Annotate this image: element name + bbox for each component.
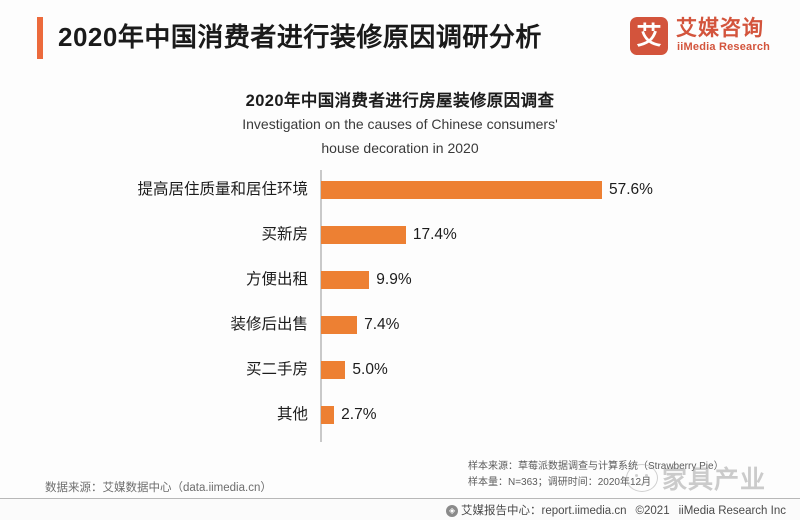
copyright-text: ©2021 — [635, 505, 670, 517]
header-accent-bar — [37, 17, 43, 59]
bottom-bar-content: ◈ 艾媒报告中心：report.iimedia.cn ©2021 iiMedia Re… — [446, 502, 786, 518]
chart-title: 2020年中国消费者进行房屋装修原因调查 — [245, 92, 555, 110]
bar-value-label: 57.6% — [609, 181, 653, 198]
bar-row: 其他 2.7% — [0, 403, 800, 427]
bar-category-label: 买二手房 — [245, 361, 308, 378]
bar-category-label: 方便出租 — [245, 271, 308, 288]
bar-value-label: 17.4% — [412, 226, 457, 243]
iimedia-logo: 艾 艾媒咨询 iiMedia Research — [630, 16, 778, 58]
bottom-bar: ◈ 艾媒报告中心：report.iimedia.cn ©2021 iiMedia Re… — [0, 499, 800, 520]
bar[interactable] — [321, 406, 335, 424]
bar-value-label: 5.0% — [352, 361, 388, 378]
bar[interactable] — [321, 316, 358, 334]
bar[interactable] — [321, 361, 346, 379]
logo-name-cn: 艾媒咨询 — [676, 17, 764, 40]
bar[interactable] — [321, 271, 370, 289]
y-axis-line — [320, 170, 322, 442]
sample-size-text: 样本量：N=363；调研时间：2020年12月 — [468, 477, 652, 488]
bar-category-label: 装修后出售 — [230, 316, 308, 333]
bar-category-label: 提高居住质量和居住环境 — [137, 181, 308, 198]
chart-subtitle-line-1: Investigation on the causes of Chinese c… — [242, 116, 558, 132]
report-center-link[interactable]: 艾媒报告中心：report.iimedia.cn — [461, 505, 627, 517]
sample-source-text: 样本来源：草莓派数据调查与计算系统（Strawberry Pie） — [468, 461, 724, 472]
bar[interactable] — [321, 181, 602, 199]
bar-row: 买二手房 5.0% — [0, 358, 800, 382]
chart-subtitle: Investigation on the causes of Chinese c… — [0, 112, 800, 160]
bar-row: 方便出租 9.9% — [0, 268, 800, 292]
bar-row: 装修后出售 7.4% — [0, 313, 800, 337]
bar[interactable] — [321, 226, 406, 244]
bar-value-label: 9.9% — [376, 271, 412, 288]
page-header: 2020年中国消费者进行装修原因调研分析 艾 艾媒咨询 iiMedia Rese… — [0, 0, 800, 70]
bar-value-label: 7.4% — [364, 316, 400, 333]
bar-row: 买新房 17.4% — [0, 223, 800, 247]
bar-row: 提高居住质量和居住环境 57.6% — [0, 178, 800, 202]
data-source-note: 数据来源：艾媒数据中心（data.iimedia.cn） — [45, 482, 272, 494]
bar-value-label: 2.7% — [341, 406, 377, 423]
bottom-divider — [0, 498, 800, 499]
bar-category-label: 买新房 — [261, 226, 308, 243]
bar-category-label: 其他 — [276, 406, 308, 423]
logo-mark-icon: 艾 — [630, 17, 668, 55]
sample-note: 样本来源：草莓派数据调查与计算系统（Strawberry Pie） 样本量：N=… — [468, 459, 724, 491]
company-text: iiMedia Research Inc — [678, 505, 786, 517]
bar-chart-plot: 提高居住质量和居住环境 57.6% 买新房 17.4% 方便出租 9.9% 装修后出售 7.4… — [0, 165, 800, 450]
chart-subtitle-line-2: house decoration in 2020 — [321, 140, 479, 156]
logo-name-en: iiMedia Research — [677, 41, 771, 53]
globe-icon: ◈ — [446, 505, 459, 517]
page-title: 2020年中国消费者进行装修原因调研分析 — [58, 22, 542, 52]
